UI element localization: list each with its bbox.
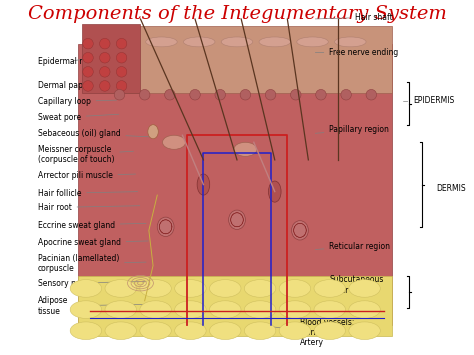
Text: Apocrine sweat gland: Apocrine sweat gland bbox=[37, 238, 148, 247]
Ellipse shape bbox=[279, 322, 310, 339]
Ellipse shape bbox=[268, 181, 281, 202]
Ellipse shape bbox=[244, 322, 276, 339]
Ellipse shape bbox=[100, 66, 110, 77]
Ellipse shape bbox=[70, 301, 101, 318]
Text: Subcutaneous
layer: Subcutaneous layer bbox=[315, 275, 384, 295]
Ellipse shape bbox=[108, 37, 139, 47]
Ellipse shape bbox=[234, 142, 257, 156]
Ellipse shape bbox=[316, 89, 326, 100]
Text: Free nerve ending: Free nerve ending bbox=[315, 48, 399, 57]
Ellipse shape bbox=[197, 174, 210, 195]
Ellipse shape bbox=[157, 217, 174, 236]
Ellipse shape bbox=[105, 280, 137, 297]
Polygon shape bbox=[78, 276, 392, 336]
Ellipse shape bbox=[164, 89, 175, 100]
Ellipse shape bbox=[297, 37, 328, 47]
Ellipse shape bbox=[210, 301, 241, 318]
Ellipse shape bbox=[105, 322, 137, 339]
Text: Reticular region: Reticular region bbox=[315, 242, 390, 251]
Ellipse shape bbox=[291, 89, 301, 100]
Text: Papillary region: Papillary region bbox=[315, 125, 389, 135]
Ellipse shape bbox=[140, 322, 171, 339]
Ellipse shape bbox=[366, 89, 376, 100]
Polygon shape bbox=[78, 44, 392, 326]
Ellipse shape bbox=[314, 301, 346, 318]
Ellipse shape bbox=[116, 38, 127, 49]
Ellipse shape bbox=[139, 89, 150, 100]
Ellipse shape bbox=[244, 301, 276, 318]
Ellipse shape bbox=[244, 280, 276, 297]
Ellipse shape bbox=[163, 135, 186, 149]
Ellipse shape bbox=[105, 301, 137, 318]
Ellipse shape bbox=[83, 81, 93, 91]
Text: Blood vessels:
Vein
Artery: Blood vessels: Vein Artery bbox=[261, 318, 355, 348]
Ellipse shape bbox=[240, 89, 251, 100]
Ellipse shape bbox=[314, 280, 346, 297]
Ellipse shape bbox=[279, 301, 310, 318]
Ellipse shape bbox=[210, 322, 241, 339]
Ellipse shape bbox=[116, 81, 127, 91]
Text: Hair root: Hair root bbox=[37, 203, 140, 212]
Ellipse shape bbox=[341, 89, 351, 100]
Ellipse shape bbox=[146, 37, 177, 47]
Text: Capillary loop: Capillary loop bbox=[37, 97, 117, 106]
Ellipse shape bbox=[83, 53, 93, 63]
Ellipse shape bbox=[83, 66, 93, 77]
Text: Sensory nerve: Sensory nerve bbox=[37, 279, 148, 288]
Ellipse shape bbox=[265, 89, 276, 100]
Ellipse shape bbox=[116, 53, 127, 63]
Text: Pacinian (lamellated)
corpuscle: Pacinian (lamellated) corpuscle bbox=[37, 254, 146, 273]
Text: Eccrine sweat gland: Eccrine sweat gland bbox=[37, 220, 146, 230]
Text: EPIDERMIS: EPIDERMIS bbox=[403, 95, 455, 104]
Ellipse shape bbox=[292, 221, 309, 240]
Text: Arrector pili muscle: Arrector pili muscle bbox=[37, 171, 136, 180]
Text: Components of the Integumentary System: Components of the Integumentary System bbox=[27, 5, 447, 23]
Text: Meissner corpuscle
(corpuscle of touch): Meissner corpuscle (corpuscle of touch) bbox=[37, 145, 134, 164]
Ellipse shape bbox=[259, 37, 291, 47]
Ellipse shape bbox=[349, 301, 380, 318]
Text: Hair follicle: Hair follicle bbox=[37, 189, 137, 198]
Ellipse shape bbox=[140, 280, 171, 297]
Text: Adipose
tissue: Adipose tissue bbox=[37, 296, 150, 316]
Ellipse shape bbox=[221, 37, 253, 47]
Text: DERMIS: DERMIS bbox=[437, 184, 466, 192]
Text: Sweat pore: Sweat pore bbox=[37, 113, 119, 122]
Ellipse shape bbox=[349, 280, 380, 297]
Ellipse shape bbox=[100, 81, 110, 91]
Polygon shape bbox=[103, 26, 392, 93]
Ellipse shape bbox=[175, 301, 206, 318]
Ellipse shape bbox=[210, 280, 241, 297]
Ellipse shape bbox=[100, 53, 110, 63]
Ellipse shape bbox=[228, 210, 246, 229]
Ellipse shape bbox=[349, 322, 380, 339]
Ellipse shape bbox=[190, 89, 201, 100]
Ellipse shape bbox=[140, 301, 171, 318]
Ellipse shape bbox=[335, 37, 366, 47]
Text: Epidermal ridges: Epidermal ridges bbox=[37, 56, 103, 66]
Text: Sebaceous (oil) gland: Sebaceous (oil) gland bbox=[37, 129, 150, 138]
Ellipse shape bbox=[175, 322, 206, 339]
Ellipse shape bbox=[83, 38, 93, 49]
Text: Dermal papillae: Dermal papillae bbox=[37, 81, 117, 91]
Ellipse shape bbox=[215, 89, 226, 100]
Ellipse shape bbox=[70, 280, 101, 297]
Ellipse shape bbox=[314, 322, 346, 339]
Ellipse shape bbox=[183, 37, 215, 47]
Ellipse shape bbox=[116, 66, 127, 77]
Ellipse shape bbox=[279, 280, 310, 297]
Ellipse shape bbox=[148, 125, 158, 139]
Ellipse shape bbox=[175, 280, 206, 297]
Polygon shape bbox=[82, 24, 140, 93]
Ellipse shape bbox=[100, 38, 110, 49]
Text: Hair shaft: Hair shaft bbox=[315, 13, 392, 22]
Ellipse shape bbox=[114, 89, 125, 100]
Ellipse shape bbox=[70, 322, 101, 339]
